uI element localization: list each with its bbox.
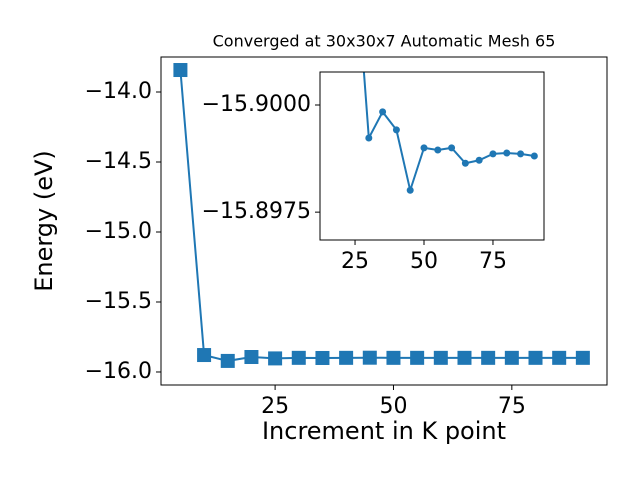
marker (291, 350, 306, 365)
marker (386, 350, 401, 365)
marker (379, 108, 387, 116)
marker (433, 350, 448, 365)
marker (448, 144, 456, 152)
y-tick-label: −16.0 (85, 359, 152, 384)
marker (552, 350, 567, 365)
marker (504, 350, 519, 365)
x-tick-label: 50 (379, 394, 407, 419)
marker (530, 152, 538, 160)
marker (489, 150, 497, 158)
marker (457, 350, 472, 365)
y-tick-label: −15.8975 (202, 199, 311, 224)
plot-content (362, 72, 538, 195)
marker (173, 63, 188, 78)
plot-content (173, 63, 590, 368)
marker (220, 353, 235, 368)
y-tick-label: −15.9000 (202, 92, 311, 117)
y-tick-label: −15.0 (85, 219, 152, 244)
marker (268, 351, 283, 366)
marker (575, 350, 590, 365)
marker (315, 350, 330, 365)
plot-area (320, 72, 544, 240)
marker (244, 350, 259, 365)
marker (406, 186, 414, 194)
x-tick-label: 25 (261, 394, 289, 419)
marker (362, 350, 377, 365)
y-tick-label: −15.5 (85, 289, 152, 314)
plot-frame (160, 56, 608, 386)
y-tick-label: −14.0 (85, 79, 152, 104)
marker (392, 126, 400, 134)
marker (503, 149, 511, 157)
marker (420, 144, 428, 152)
x-tick-label: 75 (479, 249, 507, 274)
marker (475, 156, 483, 164)
marker (197, 348, 212, 363)
x-tick-label: 50 (410, 249, 438, 274)
plot-frame (319, 71, 545, 241)
marker (481, 350, 496, 365)
y-axis-label: Energy (eV) (30, 150, 58, 292)
marker (365, 134, 373, 142)
marker (434, 146, 442, 154)
marker (410, 350, 425, 365)
x-tick-label: 25 (341, 249, 369, 274)
x-tick-label: 75 (498, 394, 526, 419)
y-tick-label: −14.5 (85, 149, 152, 174)
marker (528, 350, 543, 365)
marker (339, 350, 354, 365)
marker (517, 150, 525, 158)
chart-title: Converged at 30x30x7 Automatic Mesh 65 (213, 32, 556, 51)
x-axis-label: Increment in K point (262, 417, 506, 445)
marker (461, 159, 469, 167)
